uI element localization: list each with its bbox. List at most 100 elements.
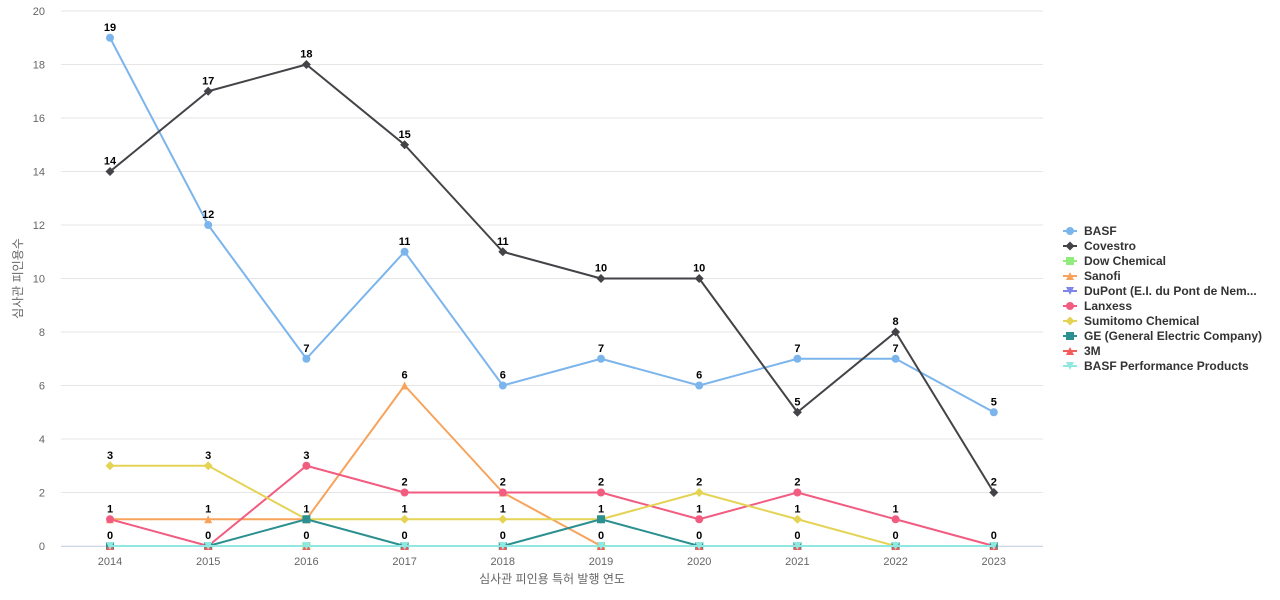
data-label: 10: [595, 263, 607, 275]
data-label: 11: [399, 236, 411, 248]
series-lines: [105, 33, 999, 551]
data-label: 0: [598, 530, 604, 542]
data-label: 14: [104, 156, 117, 168]
data-point: [400, 542, 409, 550]
y-tick-label: 16: [33, 113, 45, 125]
legend-label: 3M: [1084, 344, 1101, 358]
data-point: [301, 60, 311, 69]
legend-item[interactable]: Sanofi: [1063, 269, 1121, 283]
data-label: 1: [794, 503, 800, 515]
legend-label: DuPont (E.I. du Pont de Nem...: [1084, 284, 1257, 298]
data-point: [400, 488, 409, 497]
data-point: [597, 488, 605, 497]
data-label: 1: [598, 503, 604, 515]
series-covestro: [105, 60, 999, 497]
legend-item[interactable]: Sumitomo Chemical: [1063, 314, 1199, 328]
y-tick-label: 4: [39, 434, 45, 446]
data-label: 0: [205, 530, 211, 542]
data-point: [891, 327, 901, 337]
data-point: [695, 542, 704, 550]
data-point: [695, 515, 704, 524]
data-label: 12: [202, 209, 214, 221]
series-line: [110, 518, 994, 547]
legend-marker: [1065, 316, 1075, 326]
data-label: 0: [991, 530, 997, 542]
legend-item[interactable]: GE (General Electric Company): [1063, 329, 1262, 343]
data-point: [596, 274, 606, 283]
data-point: [695, 381, 704, 390]
data-point: [792, 514, 802, 524]
data-point: [203, 461, 213, 471]
data-label: 0: [794, 530, 800, 542]
legend-item[interactable]: Lanxess: [1063, 299, 1132, 313]
data-label: 18: [300, 49, 312, 61]
data-label: 7: [598, 343, 604, 355]
data-label: 15: [398, 129, 410, 141]
data-point: [203, 86, 213, 96]
data-label: 0: [303, 530, 309, 542]
x-axis-title: 심사관 피인용 특허 발행 연도: [479, 571, 625, 586]
x-tick-label: 2018: [491, 556, 515, 568]
series-basf: [106, 33, 998, 417]
data-label: 0: [696, 530, 702, 542]
data-label: 1: [205, 503, 211, 515]
data-point: [989, 542, 998, 550]
y-axis-title: 심사관 피인용수: [11, 238, 25, 319]
legend-item[interactable]: DuPont (E.I. du Pont de Nem...: [1063, 284, 1257, 298]
data-label: 5: [991, 396, 997, 408]
data-label: 1: [893, 503, 899, 515]
data-label: 2: [991, 477, 997, 489]
data-label: 0: [500, 530, 506, 542]
data-point: [891, 354, 900, 363]
legend-label: Sanofi: [1084, 269, 1121, 283]
data-label: 1: [500, 503, 506, 515]
y-tick-label: 8: [39, 327, 45, 339]
y-tick-label: 2: [39, 488, 45, 500]
data-point: [400, 514, 410, 524]
data-point: [302, 515, 311, 524]
data-point: [204, 221, 213, 229]
data-label: 2: [500, 477, 506, 489]
data-label: 2: [696, 477, 702, 489]
data-point: [793, 488, 802, 497]
legend-item[interactable]: BASF: [1063, 224, 1117, 238]
legend-label: BASF: [1084, 224, 1117, 238]
x-tick-label: 2023: [982, 556, 1006, 568]
legend-item[interactable]: 3M: [1063, 344, 1101, 358]
legend-marker: [1066, 362, 1074, 370]
legend-item[interactable]: Dow Chemical: [1063, 254, 1166, 268]
y-tick-label: 6: [39, 381, 45, 393]
y-tick-label: 0: [39, 541, 45, 553]
data-label: 8: [893, 316, 899, 328]
data-label: 1: [402, 503, 408, 515]
legend-label: Covestro: [1084, 239, 1136, 253]
x-tick-label: 2019: [589, 556, 613, 568]
x-tick-label: 2015: [196, 556, 220, 568]
data-label: 7: [303, 343, 309, 355]
series-line: [109, 63, 995, 494]
data-label: 0: [893, 530, 899, 542]
data-point: [694, 274, 704, 283]
data-label: 7: [794, 343, 800, 355]
data-label: 17: [202, 75, 214, 87]
legend-marker: [1066, 272, 1074, 280]
legend-item[interactable]: BASF Performance Products: [1063, 359, 1249, 373]
data-point: [891, 515, 900, 524]
data-label: 1: [696, 503, 702, 515]
legend-item[interactable]: Covestro: [1063, 239, 1136, 253]
legend-label: GE (General Electric Company): [1084, 329, 1262, 343]
data-label: 0: [107, 530, 113, 542]
data-label: 3: [303, 450, 309, 462]
legend-marker: [1066, 302, 1074, 310]
data-point: [204, 515, 213, 524]
data-point: [400, 140, 410, 150]
x-tick-label: 2014: [98, 556, 122, 568]
data-point: [694, 488, 704, 497]
x-tick-label: 2016: [294, 556, 318, 568]
data-label: 2: [402, 477, 408, 489]
data-label: 6: [696, 370, 702, 382]
grid: [61, 10, 1043, 547]
data-point: [302, 542, 311, 550]
y-axis: 0 2 4 6 8 10 12 14 16 18 20: [33, 6, 45, 553]
data-label: 7: [893, 343, 899, 355]
